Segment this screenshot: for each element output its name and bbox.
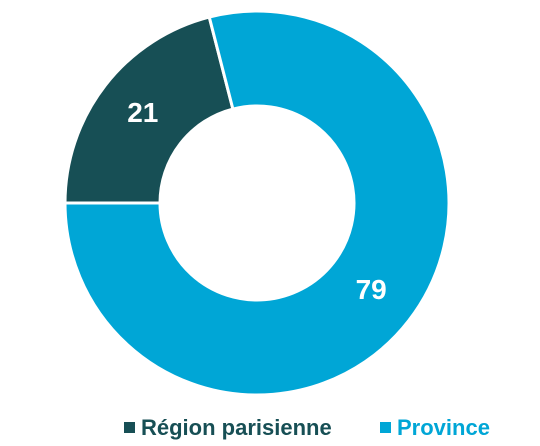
legend-swatch xyxy=(124,422,135,433)
legend-swatch xyxy=(380,422,391,433)
data-label: 79 xyxy=(356,274,387,305)
donut-slice xyxy=(63,9,451,397)
legend-label: Province xyxy=(397,415,490,440)
donut-slice xyxy=(63,15,235,205)
legend-label: Région parisienne xyxy=(141,415,332,440)
data-label: 21 xyxy=(127,97,158,128)
